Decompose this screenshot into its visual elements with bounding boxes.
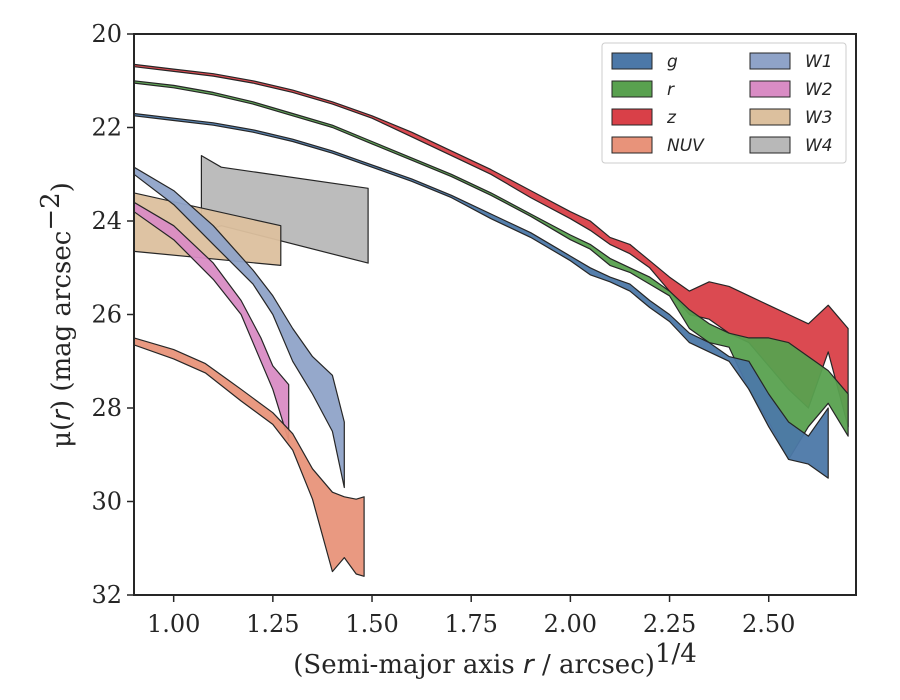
legend-swatch-w1 bbox=[749, 52, 791, 70]
legend-swatch-g bbox=[611, 52, 653, 70]
x-tick-label: 2.00 bbox=[544, 610, 597, 638]
legend: grz NUV W1 W2 W3 W4 bbox=[601, 42, 847, 164]
data-bands bbox=[134, 63, 849, 577]
legend-label-nuv: NUV bbox=[667, 136, 705, 156]
legend-label-w2: W2 bbox=[805, 80, 833, 100]
legend-label-w1: W1 bbox=[805, 52, 833, 72]
legend-swatch-w4 bbox=[749, 136, 791, 154]
y-tick-label: 20 bbox=[91, 20, 122, 48]
legend-box bbox=[601, 42, 847, 164]
x-tick-label: 2.50 bbox=[742, 610, 795, 638]
legend-swatch-r bbox=[611, 80, 653, 98]
legend-label-w3: W3 bbox=[805, 108, 833, 128]
x-tick-label: 1.25 bbox=[246, 610, 299, 638]
legend-swatch-w3 bbox=[749, 108, 791, 126]
y-tick-label: 26 bbox=[91, 301, 122, 329]
y-tick-label: 24 bbox=[91, 207, 122, 235]
x-tick-label: 1.00 bbox=[147, 610, 200, 638]
x-axis-label: (Semi-major axis r / arcsec)1/4 bbox=[293, 639, 697, 680]
legend-swatch-z bbox=[611, 108, 653, 126]
legend-label-g: g bbox=[667, 52, 678, 72]
legend-label-r: r bbox=[667, 80, 675, 100]
band-g bbox=[134, 112, 829, 479]
y-axis-label: μ(r) (mag arcsec−2) bbox=[36, 182, 77, 448]
legend-label-z: z bbox=[666, 108, 677, 128]
x-tick-label: 2.25 bbox=[643, 610, 696, 638]
y-tick-label: 32 bbox=[91, 581, 122, 609]
band-nuv bbox=[134, 337, 365, 577]
band-w1 bbox=[134, 166, 345, 489]
x-tick-label: 1.75 bbox=[444, 610, 497, 638]
legend-swatch-nuv bbox=[611, 136, 653, 154]
y-tick-label: 22 bbox=[91, 114, 122, 142]
legend-swatch-w2 bbox=[749, 80, 791, 98]
y-tick-label: 30 bbox=[91, 488, 122, 516]
y-tick-label: 28 bbox=[91, 394, 122, 422]
x-tick-label: 1.50 bbox=[345, 610, 398, 638]
legend-label-w4: W4 bbox=[805, 136, 833, 156]
axis-ticks: 1.00 1.25 1.50 1.75 2.00 2.25 2.50 20 22 24 26 28 30… bbox=[91, 20, 795, 638]
